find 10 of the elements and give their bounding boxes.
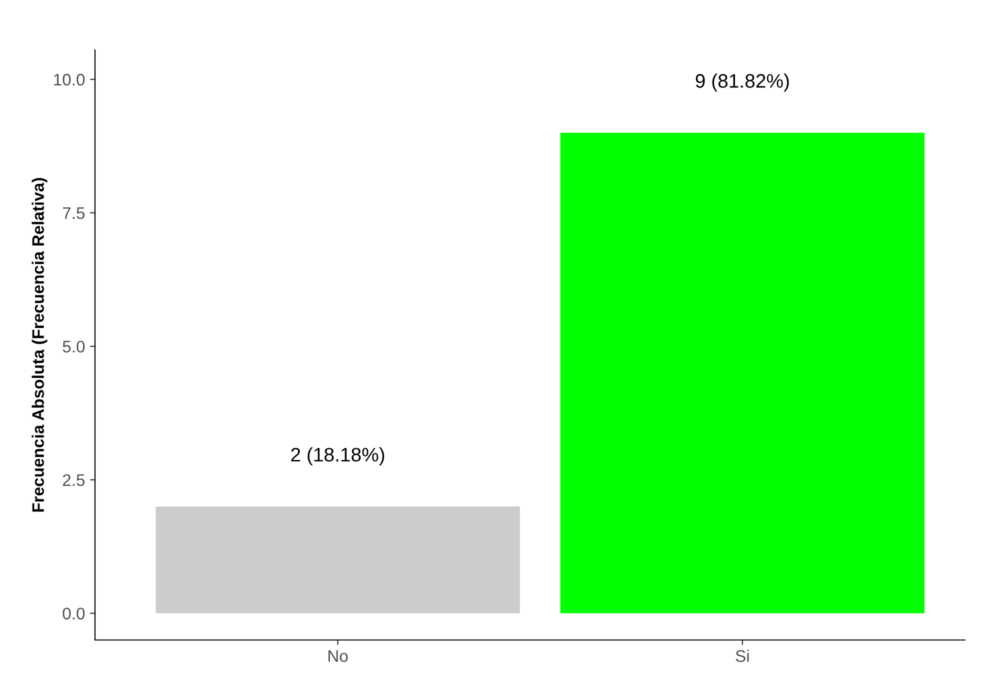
y-tick-label: 5.0 [62, 340, 85, 353]
data-label: 2 (18.18%) [291, 447, 384, 466]
y-axis-title: Frecuencia Absoluta (Frecuencia Relativa) [32, 178, 48, 512]
y-tick-label: 2.5 [62, 474, 85, 486]
x-tick-label: No [328, 650, 348, 662]
x-tick-label: Si [736, 650, 749, 662]
y-tick-label: 7.5 [62, 207, 85, 220]
y-tick-label: 10.0 [54, 74, 85, 86]
data-label: 9 (81.82%) [696, 74, 789, 92]
y-tick-label: 0.0 [62, 608, 85, 620]
